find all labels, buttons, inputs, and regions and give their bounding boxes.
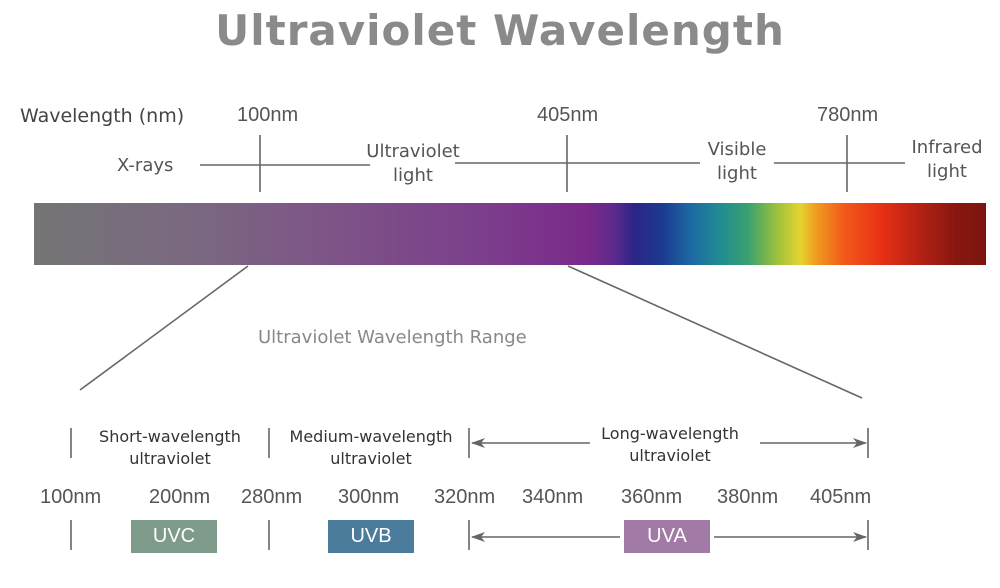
- band-short-line1: Short-wavelength: [99, 427, 241, 446]
- zoom-line-right: [567, 265, 863, 399]
- btick-200nm: 200nm: [149, 486, 211, 508]
- uva-box: UVA: [624, 520, 710, 553]
- region-infrared-line2: light: [927, 161, 967, 182]
- region-infrared: Infrared light: [898, 136, 996, 184]
- band-medium: Medium-wavelength ultraviolet: [276, 426, 466, 470]
- band-long-line1: Long-wavelength: [601, 424, 739, 443]
- region-visible-line2: light: [717, 163, 757, 184]
- region-xrays: X-rays: [117, 155, 174, 176]
- region-infrared-line1: Infrared: [911, 137, 983, 158]
- tick-780nm: 780nm: [817, 104, 879, 126]
- band-short: Short-wavelength ultraviolet: [78, 426, 262, 470]
- btick-380nm: 380nm: [717, 486, 779, 508]
- band-long-line2: ultraviolet: [629, 446, 711, 465]
- btick-320nm: 320nm: [434, 486, 496, 508]
- region-ultraviolet-line2: light: [393, 165, 433, 186]
- band-medium-line2: ultraviolet: [330, 449, 412, 468]
- range-title: Ultraviolet Wavelength Range: [258, 327, 527, 348]
- btick-340nm: 340nm: [522, 486, 584, 508]
- btick-100nm: 100nm: [40, 486, 102, 508]
- page-title: Ultraviolet Wavelength: [215, 6, 785, 55]
- axis-label: Wavelength (nm): [20, 105, 185, 127]
- region-visible-line1: Visible: [707, 139, 767, 160]
- band-short-line2: ultraviolet: [129, 449, 211, 468]
- spectrum-bar: [34, 203, 986, 265]
- btick-280nm: 280nm: [241, 486, 303, 508]
- band-medium-line1: Medium-wavelength: [289, 427, 453, 446]
- uvc-box: UVC: [131, 520, 217, 553]
- uvb-box: UVB: [328, 520, 414, 553]
- zoom-line-left: [79, 265, 249, 391]
- region-ultraviolet: Ultraviolet light: [350, 140, 476, 188]
- btick-300nm: 300nm: [338, 486, 400, 508]
- tick-100nm: 100nm: [237, 104, 299, 126]
- btick-405nm: 405nm: [810, 486, 872, 508]
- band-long: Long-wavelength ultraviolet: [580, 423, 760, 467]
- btick-360nm: 360nm: [621, 486, 683, 508]
- tick-405nm: 405nm: [537, 104, 599, 126]
- region-ultraviolet-line1: Ultraviolet: [366, 141, 460, 162]
- region-visible: Visible light: [690, 138, 784, 186]
